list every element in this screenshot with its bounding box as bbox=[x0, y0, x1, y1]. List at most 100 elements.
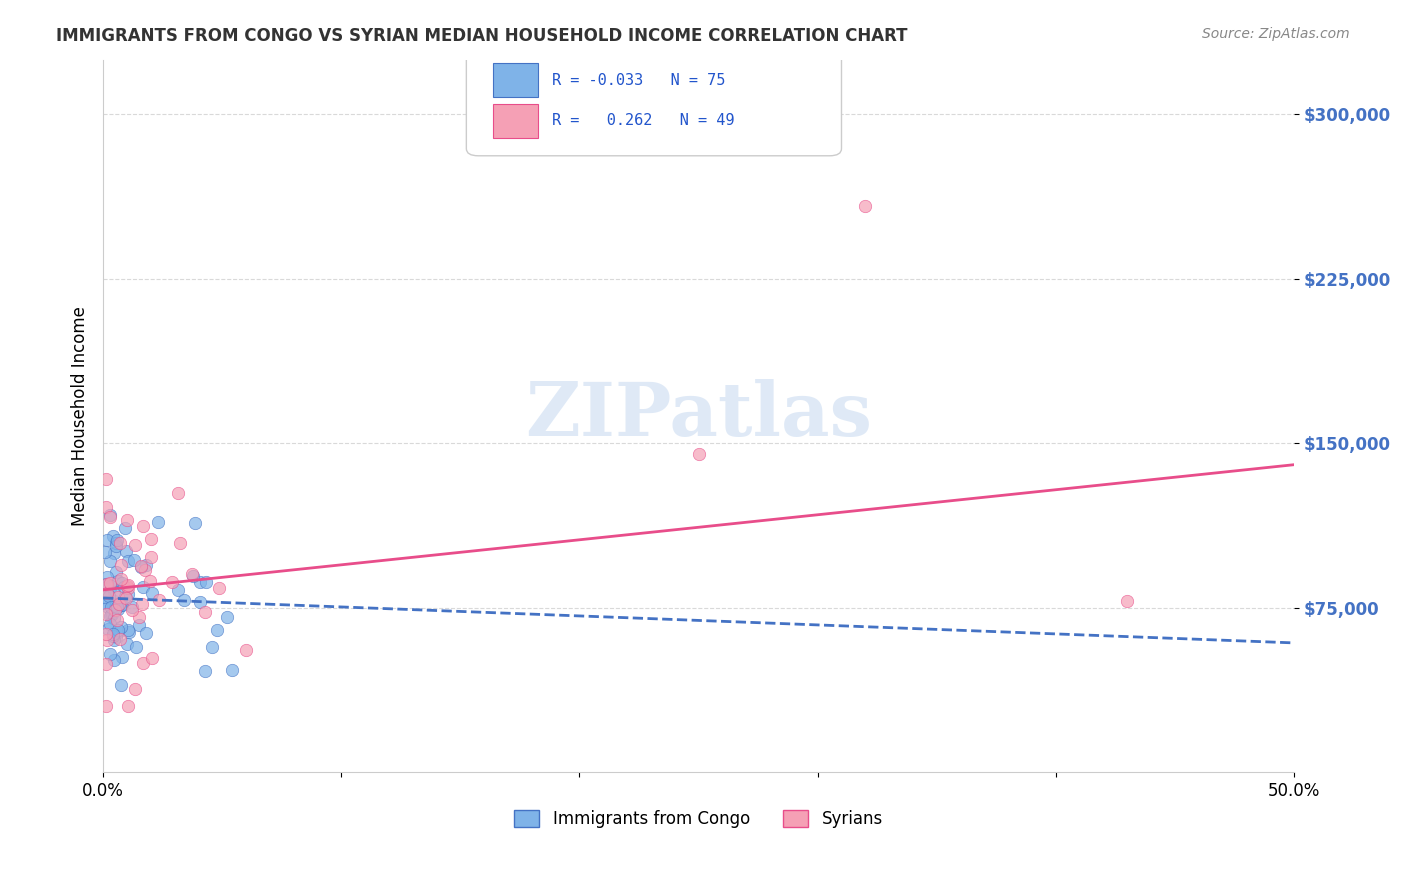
Point bbox=[105, 535, 128, 549]
Point bbox=[194, 605, 217, 619]
Point bbox=[173, 593, 195, 607]
Point bbox=[117, 699, 139, 714]
Text: R = -0.033   N = 75: R = -0.033 N = 75 bbox=[553, 73, 725, 87]
Point bbox=[169, 536, 191, 550]
Point bbox=[135, 558, 157, 572]
Point bbox=[110, 558, 132, 572]
Point bbox=[117, 554, 139, 568]
Y-axis label: Median Household Income: Median Household Income bbox=[72, 306, 89, 525]
Point bbox=[97, 599, 120, 614]
Point bbox=[188, 595, 211, 609]
Point bbox=[94, 590, 117, 604]
Point bbox=[107, 574, 129, 589]
Point bbox=[100, 579, 122, 593]
Point bbox=[100, 607, 122, 621]
Legend: Immigrants from Congo, Syrians: Immigrants from Congo, Syrians bbox=[508, 804, 890, 835]
Point bbox=[124, 538, 146, 552]
Point bbox=[105, 631, 128, 645]
Point bbox=[201, 640, 224, 654]
Point bbox=[160, 575, 183, 590]
Point bbox=[97, 589, 120, 603]
Point bbox=[103, 626, 125, 640]
Point bbox=[104, 539, 127, 553]
Point bbox=[104, 603, 127, 617]
Point bbox=[148, 592, 170, 607]
Point bbox=[167, 486, 190, 500]
Point bbox=[94, 545, 117, 559]
Point bbox=[108, 632, 131, 647]
Point bbox=[96, 585, 118, 599]
Bar bbox=[492, 103, 538, 138]
Point bbox=[205, 623, 228, 637]
Point bbox=[132, 580, 155, 594]
Point bbox=[94, 500, 117, 515]
Point bbox=[94, 627, 117, 641]
Point bbox=[135, 625, 157, 640]
Point bbox=[128, 610, 150, 624]
Text: Source: ZipAtlas.com: Source: ZipAtlas.com bbox=[1202, 27, 1350, 41]
Point bbox=[207, 581, 229, 595]
Point bbox=[115, 591, 138, 605]
Point bbox=[100, 607, 122, 622]
Point bbox=[122, 553, 145, 567]
Point bbox=[110, 598, 132, 612]
Point bbox=[110, 572, 132, 586]
Point bbox=[1116, 594, 1139, 608]
Point bbox=[115, 544, 138, 558]
Point bbox=[118, 625, 141, 640]
Point bbox=[96, 570, 118, 584]
Point bbox=[121, 600, 143, 615]
Point bbox=[98, 576, 121, 591]
Point bbox=[688, 447, 710, 461]
Point bbox=[100, 600, 122, 615]
Point bbox=[235, 643, 257, 657]
Point bbox=[111, 649, 134, 664]
Point bbox=[117, 581, 139, 595]
Text: ZIPatlas: ZIPatlas bbox=[524, 379, 872, 452]
Point bbox=[96, 533, 118, 548]
Point bbox=[141, 532, 163, 546]
Point bbox=[94, 699, 117, 714]
Point bbox=[101, 599, 124, 613]
Point bbox=[94, 657, 117, 671]
Point bbox=[107, 590, 129, 604]
Point bbox=[117, 623, 139, 637]
Point bbox=[134, 563, 156, 577]
Point bbox=[103, 546, 125, 560]
Point bbox=[139, 574, 162, 588]
FancyBboxPatch shape bbox=[467, 45, 841, 156]
Point bbox=[125, 640, 148, 655]
Point bbox=[108, 597, 131, 611]
Point bbox=[103, 633, 125, 648]
Point bbox=[128, 618, 150, 632]
Point bbox=[180, 567, 202, 582]
Point bbox=[103, 594, 125, 608]
Point bbox=[141, 651, 163, 665]
Point bbox=[188, 574, 211, 589]
Point bbox=[115, 579, 138, 593]
Point bbox=[124, 682, 146, 697]
Point bbox=[117, 578, 139, 592]
Point bbox=[98, 510, 121, 524]
Point bbox=[103, 585, 125, 599]
Point bbox=[131, 597, 153, 611]
Point bbox=[132, 519, 155, 533]
Point bbox=[101, 529, 124, 543]
Point bbox=[107, 601, 129, 615]
Point bbox=[105, 614, 128, 628]
Point bbox=[110, 677, 132, 691]
Point bbox=[103, 629, 125, 643]
Point bbox=[94, 472, 117, 486]
Point bbox=[97, 622, 120, 636]
Point bbox=[167, 582, 190, 597]
Point bbox=[98, 609, 121, 624]
Point bbox=[184, 516, 207, 530]
Point bbox=[108, 535, 131, 549]
Point bbox=[115, 513, 138, 527]
Point bbox=[853, 199, 876, 213]
Text: R =   0.262   N = 49: R = 0.262 N = 49 bbox=[553, 113, 734, 128]
Point bbox=[98, 508, 121, 522]
Point bbox=[96, 632, 118, 647]
Point bbox=[98, 647, 121, 661]
Point bbox=[105, 533, 128, 548]
